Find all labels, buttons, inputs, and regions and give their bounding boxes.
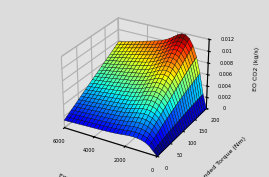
X-axis label: Engine Speed (RPM): Engine Speed (RPM) [58, 173, 120, 177]
Y-axis label: Commanded Torque (Nm): Commanded Torque (Nm) [185, 136, 247, 177]
